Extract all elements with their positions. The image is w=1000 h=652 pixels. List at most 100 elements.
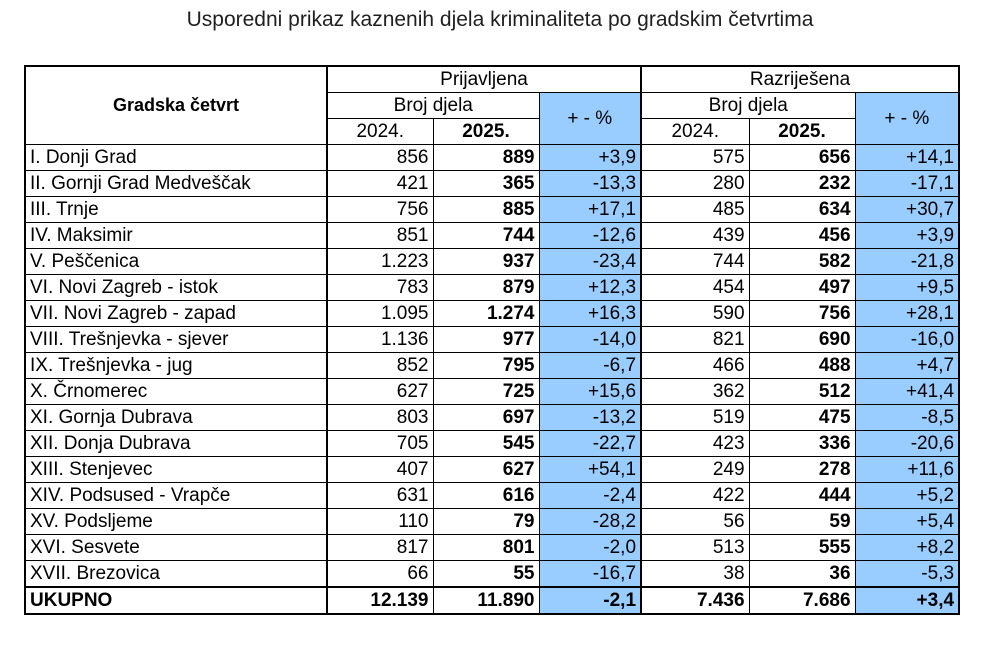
solved-change-cell: +8,2 [854,534,960,561]
solved-change-cell: -16,0 [854,326,960,353]
table-row: IX. Trešnjevka - jug 852 795 -6,7 466 488 +4,7 [24,352,960,379]
solved-2025-cell: 444 [748,482,856,509]
solved-2025-cell: 456 [748,222,856,249]
reported-2025-cell: 885 [432,196,540,223]
district-name-cell: IV. Maksimir [24,222,328,249]
reported-2025-cell: 801 [432,534,540,561]
reported-2025-cell: 725 [432,378,540,405]
reported-2025-cell: 11.890 [432,586,540,615]
solved-2025-cell: 475 [748,404,856,431]
solved-2024-cell: 590 [640,300,750,327]
header-reported: Prijavljena [325,65,642,93]
reported-2024-cell: 110 [326,508,434,535]
solved-2024-cell: 249 [640,456,750,483]
solved-2025-cell: 278 [748,456,856,483]
reported-2024-cell: 1.095 [326,300,434,327]
reported-2024-cell: 631 [326,482,434,509]
reported-2024-cell: 1.223 [326,248,434,275]
header-solved-2025: 2025. [748,118,856,145]
district-name-cell: II. Gornji Grad Medveščak [24,170,328,197]
district-name-cell: III. Trnje [24,196,328,223]
solved-2024-cell: 7.436 [640,586,750,615]
solved-change-cell: +9,5 [854,274,960,301]
reported-change-cell: -28,2 [538,508,642,535]
table-row: IV. Maksimir 851 744 -12,6 439 456 +3,9 [24,222,960,249]
district-name-cell: XIII. Stenjevec [24,456,328,483]
table-row: XV. Podsljeme 110 79 -28,2 56 59 +5,4 [24,508,960,535]
reported-2024-cell: 852 [326,352,434,379]
reported-2025-cell: 795 [432,352,540,379]
solved-change-cell: +14,1 [854,144,960,171]
solved-change-cell: -17,1 [854,170,960,197]
solved-2024-cell: 422 [640,482,750,509]
solved-change-cell: +5,2 [854,482,960,509]
solved-2024-cell: 513 [640,534,750,561]
reported-2024-cell: 851 [326,222,434,249]
solved-change-cell: -8,5 [854,404,960,431]
reported-change-cell: -2,4 [538,482,642,509]
reported-2024-cell: 817 [326,534,434,561]
solved-2024-cell: 744 [640,248,750,275]
reported-change-cell: +16,3 [538,300,642,327]
reported-2025-cell: 697 [432,404,540,431]
solved-2025-cell: 582 [748,248,856,275]
reported-2025-cell: 977 [432,326,540,353]
solved-change-cell: -5,3 [854,560,960,588]
solved-2025-cell: 7.686 [748,586,856,615]
header-solved: Razriješena [640,65,960,93]
reported-change-cell: -6,7 [538,352,642,379]
table-row: XIV. Podsused - Vrapče 631 616 -2,4 422 444 +5… [24,482,960,509]
solved-2024-cell: 485 [640,196,750,223]
table-row: XI. Gornja Dubrava 803 697 -13,2 519 475 -8,5 [24,404,960,431]
crime-statistics-table: Gradska četvrt Prijavljena Razriješena B… [24,65,961,615]
solved-2024-cell: 56 [640,508,750,535]
district-name-cell: VIII. Trešnjevka - sjever [24,326,328,353]
reported-2024-cell: 803 [326,404,434,431]
reported-change-cell: -2,0 [538,534,642,561]
reported-change-cell: +17,1 [538,196,642,223]
solved-2025-cell: 512 [748,378,856,405]
district-name-cell: V. Peščenica [24,248,328,275]
solved-2024-cell: 575 [640,144,750,171]
solved-2025-cell: 336 [748,430,856,457]
solved-change-cell: +28,1 [854,300,960,327]
reported-2024-cell: 756 [326,196,434,223]
solved-2024-cell: 423 [640,430,750,457]
reported-2025-cell: 1.274 [432,300,540,327]
solved-change-cell: +3,4 [854,586,960,615]
reported-2024-cell: 783 [326,274,434,301]
reported-2025-cell: 879 [432,274,540,301]
district-name-cell: X. Črnomerec [24,378,328,405]
reported-2025-cell: 627 [432,456,540,483]
solved-2025-cell: 656 [748,144,856,171]
reported-2024-cell: 627 [326,378,434,405]
reported-2024-cell: 705 [326,430,434,457]
table-row: III. Trnje 756 885 +17,1 485 634 +30,7 [24,196,960,223]
reported-2025-cell: 55 [432,560,540,588]
reported-2025-cell: 545 [432,430,540,457]
solved-2025-cell: 555 [748,534,856,561]
header-reported-2024: 2024. [326,118,434,145]
solved-2025-cell: 232 [748,170,856,197]
reported-2025-cell: 937 [432,248,540,275]
reported-2024-cell: 856 [326,144,434,171]
solved-change-cell: +4,7 [854,352,960,379]
reported-2025-cell: 365 [432,170,540,197]
solved-change-cell: +30,7 [854,196,960,223]
solved-2025-cell: 690 [748,326,856,353]
header-solved-change: + - % [854,92,960,145]
reported-change-cell: -2,1 [538,586,642,615]
header-reported-count: Broj djela [326,92,540,119]
solved-2025-cell: 756 [748,300,856,327]
solved-2025-cell: 59 [748,508,856,535]
reported-2024-cell: 12.139 [326,586,434,615]
reported-change-cell: +12,3 [538,274,642,301]
reported-2025-cell: 744 [432,222,540,249]
table-row: I. Donji Grad 856 889 +3,9 575 656 +14,1 [24,144,960,171]
table-row: XVI. Sesvete 817 801 -2,0 513 555 +8,2 [24,534,960,561]
district-name-cell: VII. Novi Zagreb - zapad [24,300,328,327]
solved-2025-cell: 36 [748,560,856,588]
reported-2025-cell: 616 [432,482,540,509]
table-row: V. Peščenica 1.223 937 -23,4 744 582 -21,8 [24,248,960,275]
district-name-cell: IX. Trešnjevka - jug [24,352,328,379]
